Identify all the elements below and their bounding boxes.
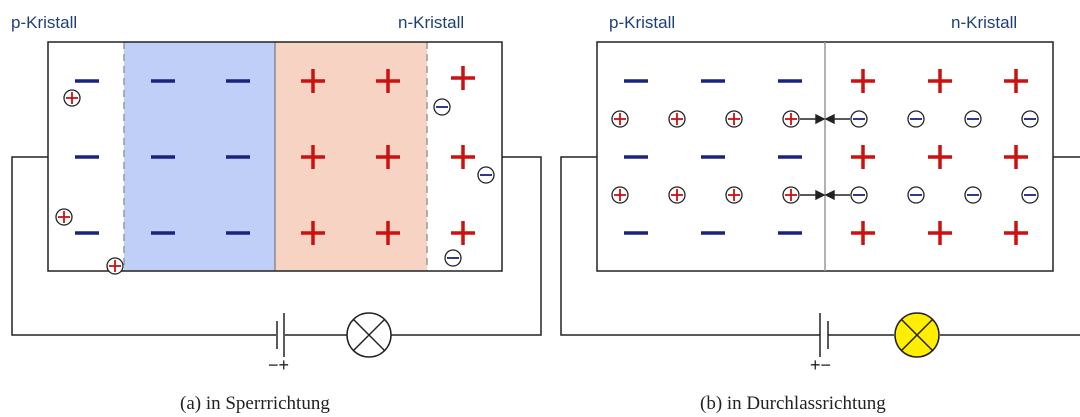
electrons-b <box>850 110 1039 204</box>
depletion-zone-p-a <box>124 42 275 271</box>
caption-b: (b) in Durchlassrichtung <box>700 393 886 414</box>
holes-a <box>55 89 124 275</box>
acceptor-ions-b <box>624 79 802 235</box>
lamp-a <box>346 312 392 358</box>
battery-b <box>819 313 829 357</box>
panel-a: p-Kristall n-Kristall <box>11 13 542 414</box>
battery-a <box>276 313 285 357</box>
wire-left-b <box>560 156 820 336</box>
battery-polarity-b: +− <box>810 355 831 375</box>
panel-b: p-Kristall n-Kristall <box>560 13 1080 414</box>
donor-ions-b <box>851 69 1028 245</box>
caption-a: (a) in Sperrrichtung <box>180 393 330 414</box>
label-p-crystal-b: p-Kristall <box>609 13 675 32</box>
label-p-crystal-a: p-Kristall <box>11 13 77 32</box>
wire-left-a <box>11 156 276 336</box>
acceptor-ions-a <box>75 79 250 235</box>
electrons-a <box>433 98 495 267</box>
donor-ions-a <box>301 66 475 245</box>
wire-right-a <box>391 156 542 336</box>
label-n-crystal-b: n-Kristall <box>951 13 1017 32</box>
holes-b <box>611 110 800 204</box>
lamp-b <box>894 312 940 358</box>
battery-polarity-a: −+ <box>268 355 289 375</box>
arrows-to-junction-b <box>800 113 850 201</box>
depletion-zone-n-a <box>275 42 427 271</box>
label-n-crystal-a: n-Kristall <box>398 13 464 32</box>
